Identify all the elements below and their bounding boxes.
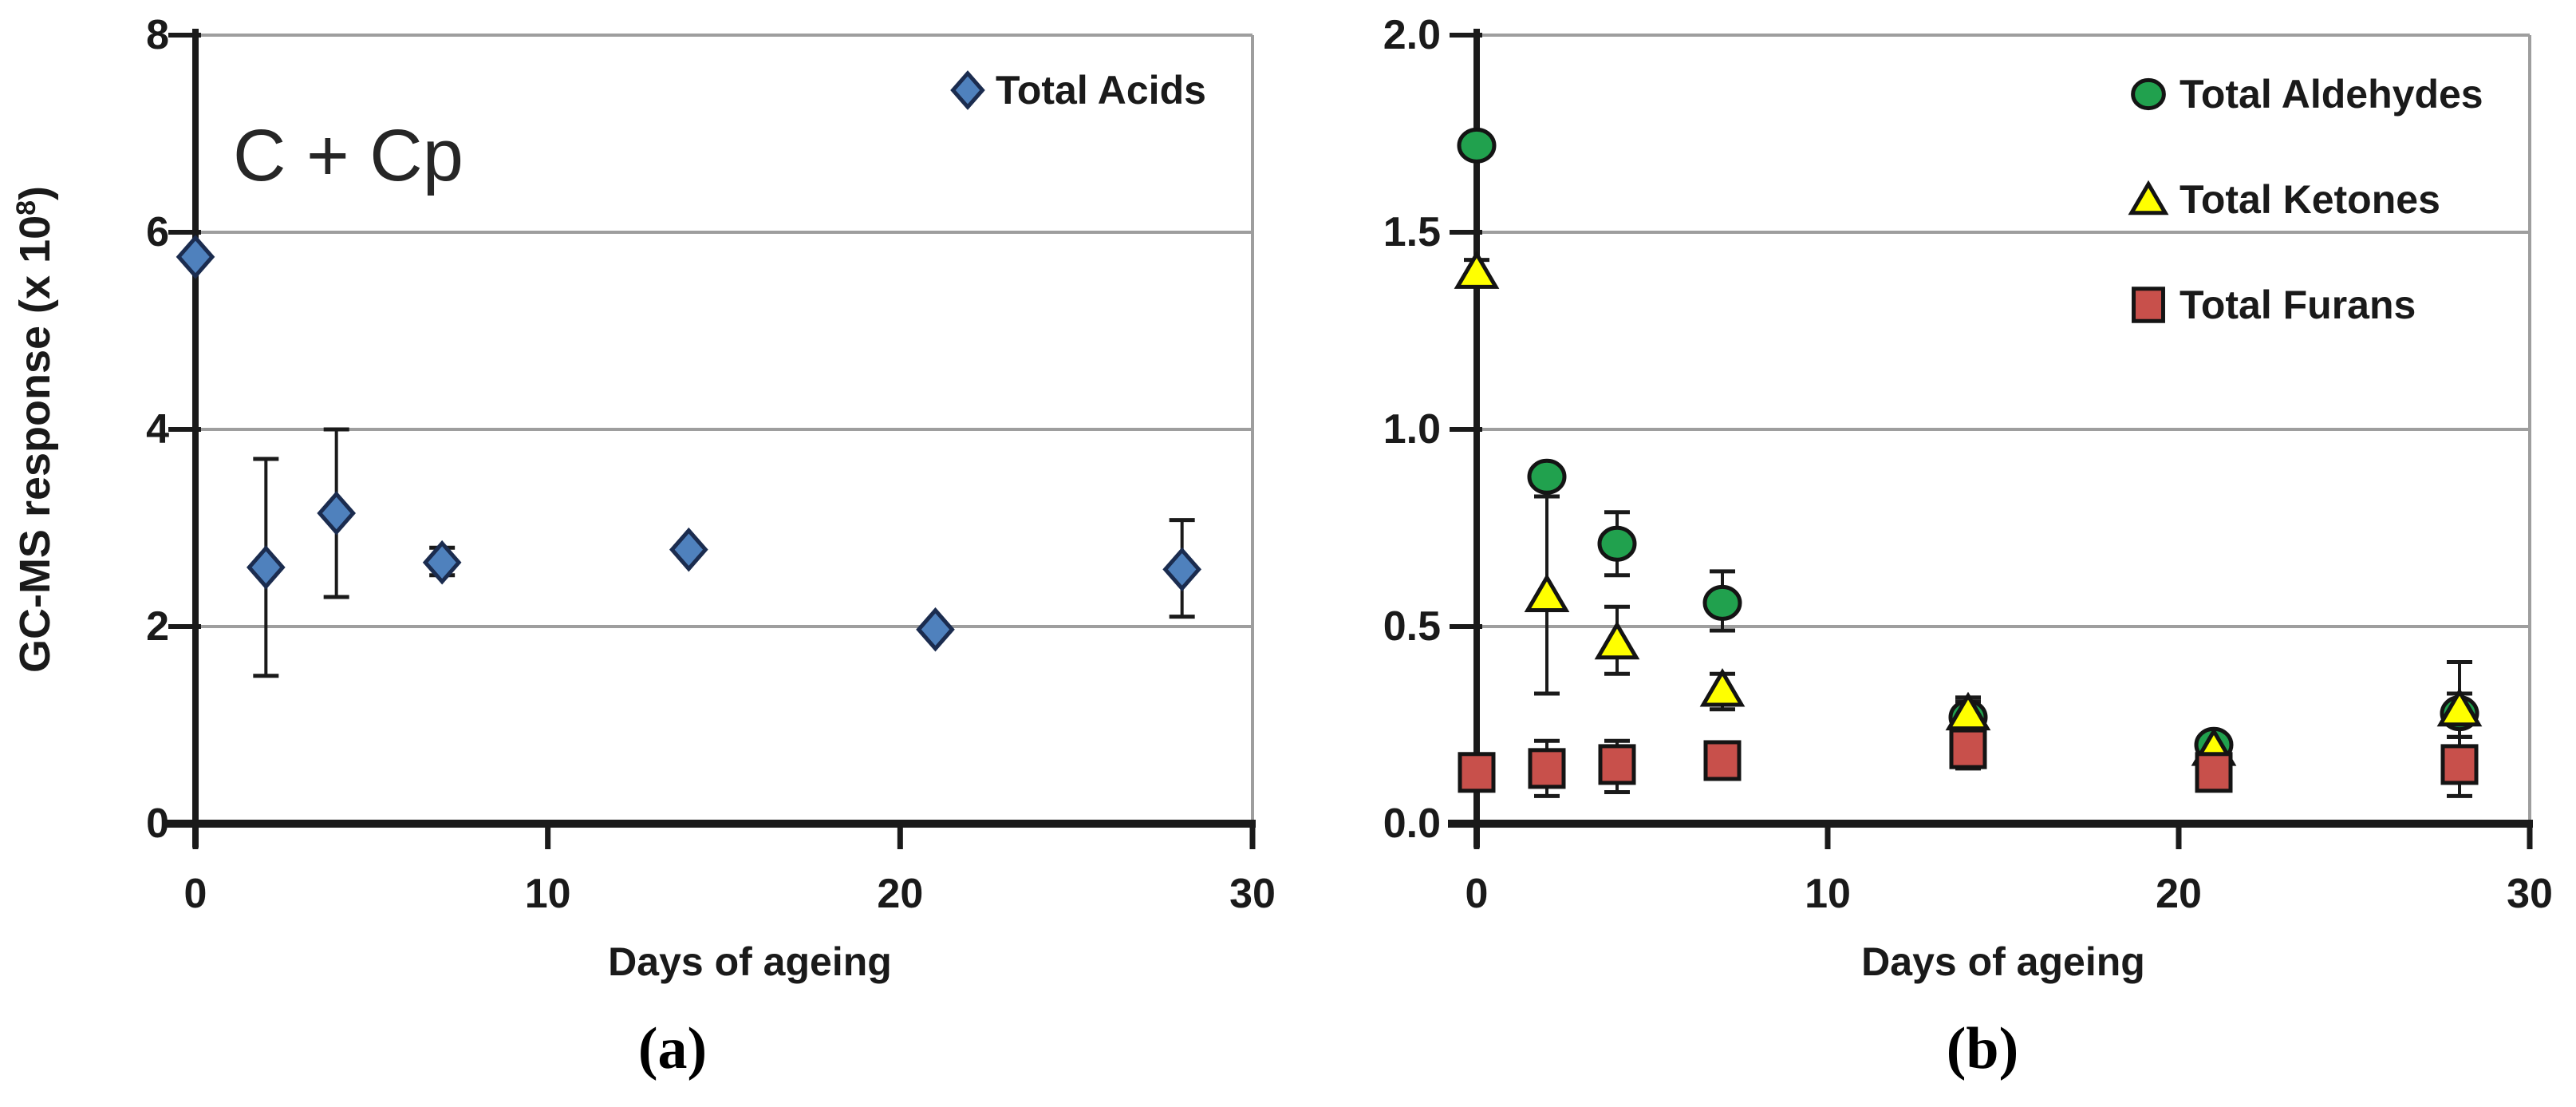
y-tick-label: 1.5 [1383,209,1441,255]
marker-square [1458,752,1496,793]
x-tick-label: 20 [2156,871,2202,917]
marker-circle [1597,525,1637,562]
panel-a-caption: (a) [638,1016,707,1081]
marker-square [1703,740,1742,781]
y-tick-label: 2 [146,603,169,650]
marker-triangle [1524,573,1570,612]
panel-b-plot: 0.0 0.5 1.0 1.5 2.0 0 10 20 30 Total Aldehydes Tot… [1383,12,2553,917]
y-tick-label: 6 [146,209,169,255]
marker-triangle [1594,620,1640,660]
marker-square [1949,728,1987,769]
marker-circle [2131,77,2166,111]
y-tick-label: 0 [146,801,169,847]
marker-square [1528,748,1566,789]
marker-diamond [422,540,462,585]
marker-square [2440,744,2479,785]
legend-label: Total Aldehydes [2180,72,2483,117]
y-tick-label: 4 [146,406,169,453]
x-tick-label: 0 [184,871,207,917]
legend-label: Total Furans [2180,283,2416,327]
x-tick-label: 10 [1805,871,1851,917]
y-tick-label: 0.0 [1383,801,1441,847]
marker-triangle [2436,687,2483,727]
marker-circle [1457,127,1497,164]
marker-diamond [247,545,286,590]
marker-triangle [2128,180,2169,215]
panel-a-plot: 0 2 4 6 8 0 10 20 30 Total Acids [146,12,1276,917]
marker-diamond [950,70,985,110]
marker-diamond [916,607,955,652]
marker-diamond [669,527,708,572]
marker-triangle [1699,668,1746,707]
marker-square [1598,744,1636,785]
y-tick-label: 8 [146,12,169,58]
panel-a-annotation: C + Cp [233,115,464,196]
panel-b-caption: (b) [1947,1016,2018,1081]
legend-label: Total Acids [996,68,1206,113]
x-tick-label: 10 [525,871,571,917]
x-tick-label: 20 [877,871,923,917]
marker-square [2132,287,2165,323]
marker-diamond [1162,547,1201,592]
marker-diamond [176,235,215,279]
marker-diamond [317,491,356,536]
y-tick-label: 1.0 [1383,406,1441,453]
x-tick-label: 30 [1229,871,1276,917]
panel-a-y-axis-title: GC-MS response (x 108) [11,186,59,673]
panel-b-x-axis-title: Days of ageing [1861,939,2145,984]
panel-a-x-axis-title: Days of ageing [608,939,892,984]
marker-circle [1702,584,1742,621]
x-tick-label: 0 [1466,871,1489,917]
marker-square [2195,752,2233,793]
marker-triangle [1454,250,1500,289]
x-tick-label: 30 [2507,871,2553,917]
y-tick-label: 2.0 [1383,12,1441,58]
marker-circle [1527,458,1567,495]
legend-label: Total Ketones [2180,177,2440,222]
y-tick-label: 0.5 [1383,603,1441,650]
